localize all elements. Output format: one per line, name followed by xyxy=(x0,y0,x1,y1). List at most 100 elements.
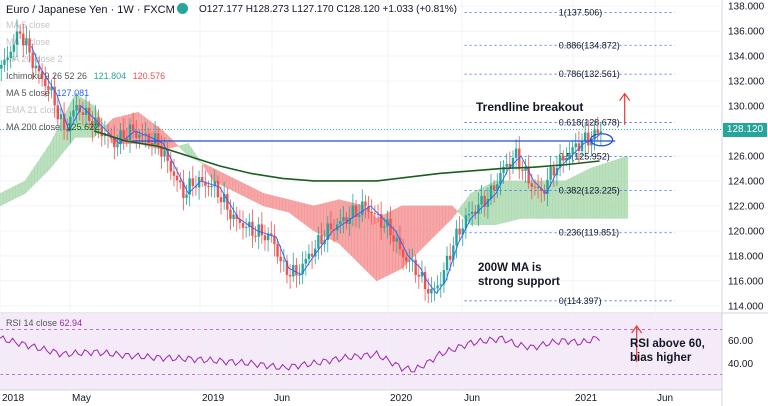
ichimoku-cloud-segment xyxy=(426,205,431,245)
ichimoku-cloud-segment xyxy=(423,205,428,248)
candle-body xyxy=(540,188,543,192)
x-tick-label: Jun xyxy=(274,393,290,404)
candle-body xyxy=(464,215,468,229)
candle-body xyxy=(125,138,129,141)
indicator-row[interactable]: MA 5 close xyxy=(6,20,51,30)
candle-body xyxy=(345,217,348,225)
ichimoku-cloud-segment xyxy=(517,180,522,220)
candle-body xyxy=(282,260,286,262)
candle-body xyxy=(213,181,216,187)
ichimoku-cloud-segment xyxy=(420,205,425,251)
x-tick-label: May xyxy=(72,393,91,404)
candle-body xyxy=(470,211,474,215)
indicator-row[interactable]: Ichimoku 9 26 52 26 121.804 120.576 xyxy=(6,71,166,81)
candle-body xyxy=(25,38,28,46)
candle-body xyxy=(508,163,512,168)
candle-body xyxy=(279,256,282,262)
ichimoku-cloud-segment xyxy=(253,188,258,204)
candle-body xyxy=(3,59,6,65)
ichimoku-cloud-segment xyxy=(175,142,180,148)
candle-body xyxy=(97,117,100,127)
indicator-row[interactable]: EMA 21 close xyxy=(6,105,62,115)
fib-level-label: 0.886(134.872) xyxy=(559,40,620,50)
candle-body xyxy=(91,120,94,129)
candle-body xyxy=(235,214,238,220)
candle-body xyxy=(15,31,19,45)
candle-body xyxy=(6,57,9,60)
candle-body xyxy=(568,153,571,159)
candle-body xyxy=(574,143,577,148)
ichimoku-cloud-segment xyxy=(291,200,296,218)
annotation-rsi-2: bias higher xyxy=(630,352,692,364)
candle-body xyxy=(263,235,267,241)
up-arrow-head xyxy=(619,92,631,101)
candle-body xyxy=(244,227,248,228)
indicator-row[interactable]: MA 20 close 2 xyxy=(6,54,63,64)
candle-body xyxy=(44,78,47,87)
y-tick-label: 114.000 xyxy=(728,301,764,312)
candle-body xyxy=(47,86,50,91)
fib-level-label: 0.382(123.225) xyxy=(559,186,620,196)
candle-body xyxy=(408,260,411,262)
ichimoku-cloud-segment xyxy=(272,195,277,210)
candle-body xyxy=(37,65,41,72)
candle-body xyxy=(320,235,323,245)
candle-body xyxy=(304,259,307,264)
candle-body xyxy=(84,107,88,115)
ichimoku-cloud-segment xyxy=(260,191,264,207)
candle-body xyxy=(166,150,169,161)
candle-body xyxy=(116,144,119,148)
ichimoku-cloud-segment xyxy=(18,182,23,198)
ichimoku-cloud-segment xyxy=(178,144,183,151)
ichimoku-cloud-segment xyxy=(436,205,440,235)
candle-body xyxy=(34,65,38,69)
candle-body xyxy=(301,263,304,275)
candle-body xyxy=(201,177,204,182)
candle-body xyxy=(175,175,179,181)
candle-body xyxy=(370,211,373,214)
indicator-row[interactable]: MA 200 close 125.622 xyxy=(6,122,100,132)
ichimoku-cloud-segment xyxy=(21,180,26,196)
ichimoku-cloud-segment xyxy=(574,174,578,219)
ichimoku-cloud-segment xyxy=(43,147,48,176)
candle-body xyxy=(182,182,185,198)
x-tick-label: 2021 xyxy=(575,393,598,404)
ichimoku-cloud-segment xyxy=(31,165,35,188)
candle-body xyxy=(357,214,361,217)
rsi-arrow-head xyxy=(631,324,643,334)
candle-body xyxy=(50,86,53,91)
fib-level-label: 0.236(119.851) xyxy=(559,228,619,238)
indicator-row[interactable]: MA 5 close xyxy=(6,37,51,47)
ichimoku-cloud-segment xyxy=(0,191,4,207)
fib-level-label: 0.618(128.678) xyxy=(559,118,620,128)
candle-body xyxy=(160,145,163,157)
y-tick-label: 132.000 xyxy=(728,77,765,88)
x-tick-label: Jun xyxy=(464,393,480,404)
indicator-row[interactable]: MA 5 close 127.081 xyxy=(6,88,90,98)
fib-level-label: 0.786(132.561) xyxy=(559,69,620,79)
candle-body xyxy=(81,112,85,115)
ichimoku-cloud-segment xyxy=(501,180,506,224)
ichimoku-cloud-segment xyxy=(567,177,572,219)
candle-body xyxy=(172,171,176,176)
rsi-pane-bg xyxy=(0,314,722,390)
ichimoku-cloud-segment xyxy=(247,185,252,201)
annotation-support-1: 200W MA is xyxy=(478,262,542,274)
candle-body xyxy=(317,235,320,249)
ichimoku-cloud-segment xyxy=(624,155,629,219)
gear-icon[interactable] xyxy=(177,3,188,14)
candle-body xyxy=(398,237,402,250)
ichimoku-cloud-segment xyxy=(366,208,371,276)
ichimoku-cloud-segment xyxy=(373,214,377,282)
candle-body xyxy=(467,214,471,216)
ichimoku-cloud-segment xyxy=(219,171,224,187)
candle-body xyxy=(314,248,317,257)
candle-body xyxy=(141,134,144,136)
candle-body xyxy=(546,179,549,194)
candle-body xyxy=(254,235,257,237)
ichimoku-cloud-segment xyxy=(5,188,10,204)
candle-body xyxy=(571,147,574,154)
candle-body xyxy=(106,133,110,136)
candle-body xyxy=(62,114,66,130)
candle-body xyxy=(157,133,160,146)
